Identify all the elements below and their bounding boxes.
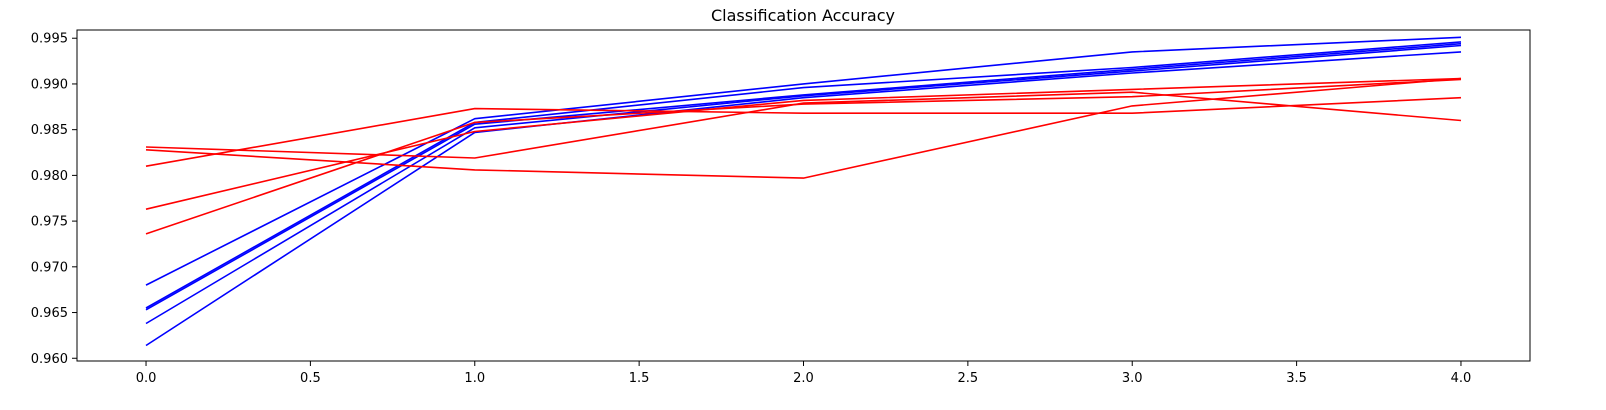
- y-tick-label: 0.960: [31, 352, 68, 367]
- y-tick-label: 0.985: [31, 123, 68, 138]
- series-line-7: [145, 77, 1462, 210]
- series-layer: [145, 36, 1462, 347]
- chart-title: Classification Accuracy: [711, 6, 895, 25]
- y-tick-label: 0.975: [31, 215, 68, 230]
- series-line-8: [145, 78, 1462, 235]
- series-line-5: [145, 51, 1462, 347]
- series-line-4: [145, 44, 1462, 325]
- x-tick-label: 2.0: [793, 371, 814, 386]
- x-tick-label: 3.5: [1286, 371, 1307, 386]
- y-tick-label: 0.970: [31, 260, 68, 275]
- x-tick-label: 0.0: [136, 371, 157, 386]
- y-tick-label: 0.995: [31, 32, 68, 47]
- series-line-2: [145, 41, 1462, 309]
- y-tick-label: 0.965: [31, 306, 68, 321]
- series-line-10: [145, 77, 1462, 179]
- x-tick-label: 1.5: [629, 371, 650, 386]
- series-line-9: [145, 91, 1462, 159]
- plot-frame: [76, 29, 1531, 362]
- y-axis: 0.960 0.965 0.970 0.975 0.980 0.985 0.990 0.995: [31, 32, 77, 367]
- y-tick-label: 0.990: [31, 77, 68, 92]
- x-tick-label: 3.0: [1122, 371, 1143, 386]
- series-line-6: [145, 96, 1462, 167]
- x-tick-label: 1.0: [464, 371, 485, 386]
- y-tick-label: 0.980: [31, 169, 68, 184]
- series-line-1: [145, 36, 1462, 286]
- x-tick-label: 4.0: [1451, 371, 1472, 386]
- x-tick-label: 0.5: [300, 371, 321, 386]
- series-line-3: [145, 42, 1462, 311]
- x-tick-label: 2.5: [958, 371, 979, 386]
- x-axis: 0.0 0.5 1.0 1.5 2.0 2.5 3.0 3.5 4.0: [136, 361, 1472, 386]
